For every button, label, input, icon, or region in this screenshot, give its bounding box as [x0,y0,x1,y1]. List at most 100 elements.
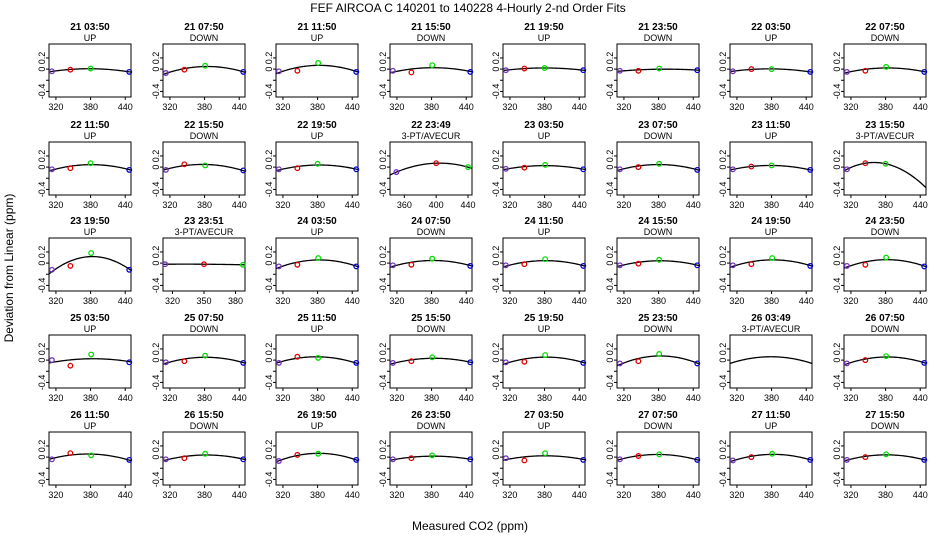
y-tick-label: 0.2 [605,52,615,65]
x-tick-label: 380 [83,490,98,500]
y-tick-label: 0.2 [37,246,47,259]
y-tick-label: 0.2 [832,343,842,356]
x-tick-label: 440 [232,102,247,112]
data-point [616,67,623,74]
panel-title: 21 07:50 [184,22,224,33]
data-point [353,263,360,270]
y-tick-label: -0.4 [605,472,615,488]
data-point [275,359,282,366]
panel-note: UP [765,131,778,141]
x-tick-label: 440 [913,102,928,112]
x-tick-label: 380 [764,200,779,210]
data-point [353,359,360,366]
data-point [239,261,246,268]
panel-title: 25 03:50 [70,313,110,324]
x-tick-label: 440 [686,393,701,403]
y-tick-label: 0.2 [151,246,161,259]
y-tick-label: -0.4 [491,182,501,198]
data-point [807,68,814,75]
x-tick-label: 320 [275,102,290,112]
fit-curve [617,68,699,73]
panel-title: 22 03:50 [751,22,791,33]
data-point [275,263,282,270]
fit-curve [163,454,245,462]
y-tick-label: 0 [378,67,388,72]
x-tick-label: 320 [502,393,517,403]
panel-title: 23 03:50 [524,120,564,131]
panel-note: UP [311,421,324,431]
fit-curve [390,259,472,268]
y-tick-label: -0.4 [718,278,728,294]
y-tick-label: 0.2 [718,246,728,259]
x-tick-label: 380 [878,296,893,306]
x-tick-label: 440 [572,393,587,403]
x-tick-label: 320 [843,296,858,306]
x-tick-label: 320 [843,102,858,112]
x-tick-label: 380 [651,490,666,500]
data-point [521,358,528,365]
data-point [67,165,74,172]
y-tick-label: -0.4 [832,375,842,391]
x-tick-label: 380 [878,490,893,500]
data-point [88,351,95,358]
data-point [48,68,55,75]
data-point [433,160,440,167]
panel-note: DOWN [190,131,219,141]
panel-title: 23 19:50 [70,216,110,227]
data-point [580,166,587,173]
x-tick-label: 380 [878,200,893,210]
data-point [502,67,509,74]
data-point [883,254,890,261]
y-tick-label: 0.2 [832,150,842,163]
y-tick-label: 0.2 [491,343,501,356]
x-tick-label: 380 [537,102,552,112]
y-tick-label: 0.2 [37,440,47,453]
panel: 23 23:513-PT/AVECUR -0.4 0 0.2 320 350 380 [151,216,246,306]
x-tick-label: 440 [118,393,133,403]
data-point [729,68,736,75]
data-point [240,359,247,366]
x-tick-label: 440 [345,296,360,306]
data-point [393,169,400,176]
fit-curve [503,67,585,72]
y-tick-label: 0 [605,261,615,266]
data-point [656,160,663,167]
fit-curve [49,255,131,275]
y-tick-label: 0.2 [605,440,615,453]
data-point [521,65,528,72]
y-tick-label: -0.4 [605,84,615,100]
x-tick-label: 440 [799,102,814,112]
panel-title: 25 11:50 [298,313,337,324]
data-point [162,166,169,173]
x-tick-label: 440 [686,200,701,210]
y-tick-label: -0.4 [491,278,501,294]
panel: 23 15:503-PT/AVECUR -0.4 0 0.2 320 380 440 [832,120,928,210]
y-axis-title: Deviation from Linear (ppm) [2,194,16,343]
data-point [315,354,322,361]
data-point [181,455,188,462]
figure-title: FEF AIRCOA C 140201 to 140228 4-Hourly 2… [310,1,625,15]
panel-note: UP [765,421,778,431]
x-tick-label: 380 [764,393,779,403]
data-point [202,352,209,359]
data-point [635,260,642,267]
panel-title: 21 03:50 [70,22,110,33]
data-point [202,450,209,457]
data-point [315,255,322,262]
x-tick-label: 320 [502,490,517,500]
fit-curve [276,64,358,75]
y-tick-label: 0.2 [264,52,274,65]
data-point [748,454,755,461]
data-point [429,452,436,459]
plot-frame [48,431,132,486]
y-tick-label: 0.2 [264,246,274,259]
